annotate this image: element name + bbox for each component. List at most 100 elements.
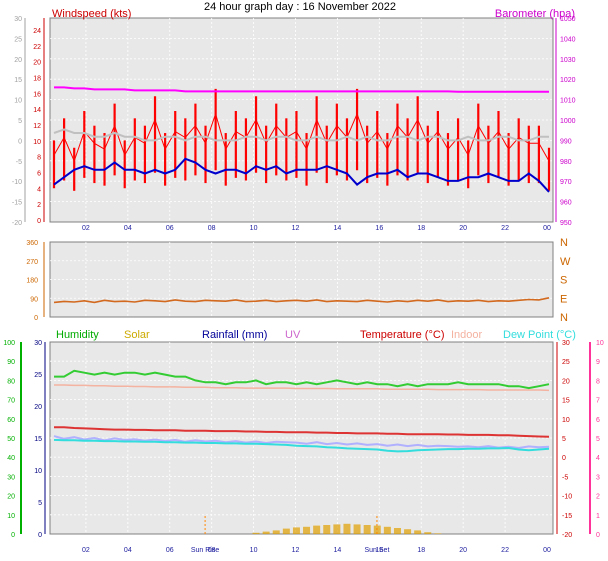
rain-tick: 15 [34, 436, 42, 443]
temperature-tick: 20 [562, 378, 570, 385]
wind-lull-line [53, 157, 550, 193]
wind-inner-tick: 8 [37, 155, 41, 162]
legend-entry: Humidity [56, 329, 99, 341]
x-tick-label: 02 [82, 225, 90, 232]
x-tick-label: 06 [166, 225, 174, 232]
climate-series [53, 369, 550, 534]
legend-entry: Indoor [451, 329, 483, 341]
uv-tick: 6 [596, 417, 600, 424]
temperature-tick: 5 [562, 436, 566, 443]
temperature-tick: -15 [562, 513, 572, 520]
humidity-tick: 10 [7, 513, 15, 520]
direction-tick: 90 [30, 296, 38, 303]
direction-tick: 360 [26, 240, 38, 247]
humidity-tick: 50 [7, 436, 15, 443]
direction-left-ticks: 360 270 180 90 0 [26, 240, 45, 322]
barometer-ticks: 1050 1040 1030 1020 1010 1000 990 980 970 960 950 [555, 16, 576, 227]
climate-x-ticks: 02 04 06 08 10 12 14 16 18 20 22 00 [82, 547, 551, 554]
humidity-tick: 30 [7, 474, 15, 481]
x-tick-label: 16 [375, 547, 383, 554]
direction-tick: 180 [26, 278, 38, 285]
humidity-tick: 100 [3, 340, 15, 347]
wind-x-ticks: 02 04 06 08 10 12 14 16 18 20 22 00 [82, 225, 551, 232]
wind-outer-tick: 0 [18, 138, 22, 145]
x-tick-label: 08 [208, 225, 216, 232]
direction-tick: 0 [34, 315, 38, 322]
wind-inner-tick: 16 [33, 91, 41, 98]
legend-entry: UV [285, 329, 301, 341]
x-tick-label: 04 [124, 547, 132, 554]
x-tick-label: 02 [82, 547, 90, 554]
barometer-tick: 960 [560, 200, 572, 207]
x-tick-label: 08 [208, 547, 216, 554]
wind-outer-tick: 15 [14, 77, 22, 84]
rain-tick: 0 [38, 532, 42, 539]
sunrise-label: Sun Rise [191, 547, 220, 554]
humidity-tick: 90 [7, 359, 15, 366]
temperature-tick: -5 [562, 474, 568, 481]
wind-inner-tick: 10 [33, 139, 41, 146]
temperature-line [54, 426, 550, 438]
uv-tick: 0 [596, 532, 600, 539]
direction-panel-background [50, 242, 553, 317]
x-tick-label: 04 [124, 225, 132, 232]
rain-tick: 20 [34, 404, 42, 411]
legend-entry: Dew Point (°C) [503, 329, 576, 341]
barometer-tick: 980 [560, 159, 572, 166]
barometer-tick: 1040 [560, 36, 576, 43]
wind-inner-tick: 12 [33, 123, 41, 130]
rain-tick: 10 [34, 468, 42, 475]
wind-inner-tick: 0 [37, 218, 41, 225]
x-tick-label: 18 [417, 225, 425, 232]
apparent-temperature-line [53, 435, 550, 450]
temperature-tick: -20 [562, 532, 572, 539]
wind-inner-tick: 20 [33, 60, 41, 67]
x-tick-label: 20 [459, 547, 467, 554]
rain-tick: 30 [34, 340, 42, 347]
x-tick-label: 00 [543, 225, 551, 232]
dew-point-line [53, 438, 550, 453]
temperature-tick: 10 [562, 417, 570, 424]
legend-entry: Temperature (°C) [360, 329, 444, 341]
wind-outer-tick: -15 [12, 200, 22, 207]
rain-tick: 25 [34, 372, 42, 379]
x-tick-label: 22 [501, 225, 509, 232]
barometer-tick: 1000 [560, 118, 576, 125]
barometer-axis-label: Barometer (hpa) [495, 8, 575, 20]
barometer-tick: 970 [560, 179, 572, 186]
x-tick-label: 14 [334, 225, 342, 232]
climate-panel-background [50, 342, 553, 534]
wind-outer-tick: 5 [18, 118, 22, 125]
temperature-tick: 30 [562, 340, 570, 347]
temperature-tick: 15 [562, 398, 570, 405]
temperature-tick: -10 [562, 494, 572, 501]
indoor-temperature-line [54, 384, 550, 392]
wind-outer-tick: 30 [14, 16, 22, 23]
humidity-tick: 60 [7, 417, 15, 424]
x-tick-label: 00 [543, 547, 551, 554]
wind-left-outer-ticks: 30 25 20 15 10 5 0 -5 -10 -15 -20 [12, 16, 26, 227]
uv-tick: 7 [596, 398, 600, 405]
wind-inner-tick: 24 [33, 28, 41, 35]
sunset-label: Sun Set [364, 547, 389, 554]
wind-inner-tick: 6 [37, 171, 41, 178]
temperature-tick: 0 [562, 455, 566, 462]
uv-tick: 10 [596, 340, 604, 347]
x-tick-label: 18 [417, 547, 425, 554]
barometer-tick: 950 [560, 220, 572, 227]
humidity-tick: 20 [7, 494, 15, 501]
uv-tick: 8 [596, 378, 600, 385]
x-tick-label: 12 [292, 225, 300, 232]
direction-series [53, 297, 550, 304]
uv-tick: 9 [596, 359, 600, 366]
x-tick-label: 14 [334, 547, 342, 554]
direction-grid [50, 242, 553, 317]
barometer-tick: 1020 [560, 77, 576, 84]
humidity-line [54, 369, 550, 390]
barometer-line [54, 86, 549, 93]
temperature-ticks: 30 25 20 15 10 5 0 -5 -10 -15 -20 [556, 340, 572, 539]
x-tick-label: 20 [459, 225, 467, 232]
wind-inner-tick: 14 [33, 107, 41, 114]
